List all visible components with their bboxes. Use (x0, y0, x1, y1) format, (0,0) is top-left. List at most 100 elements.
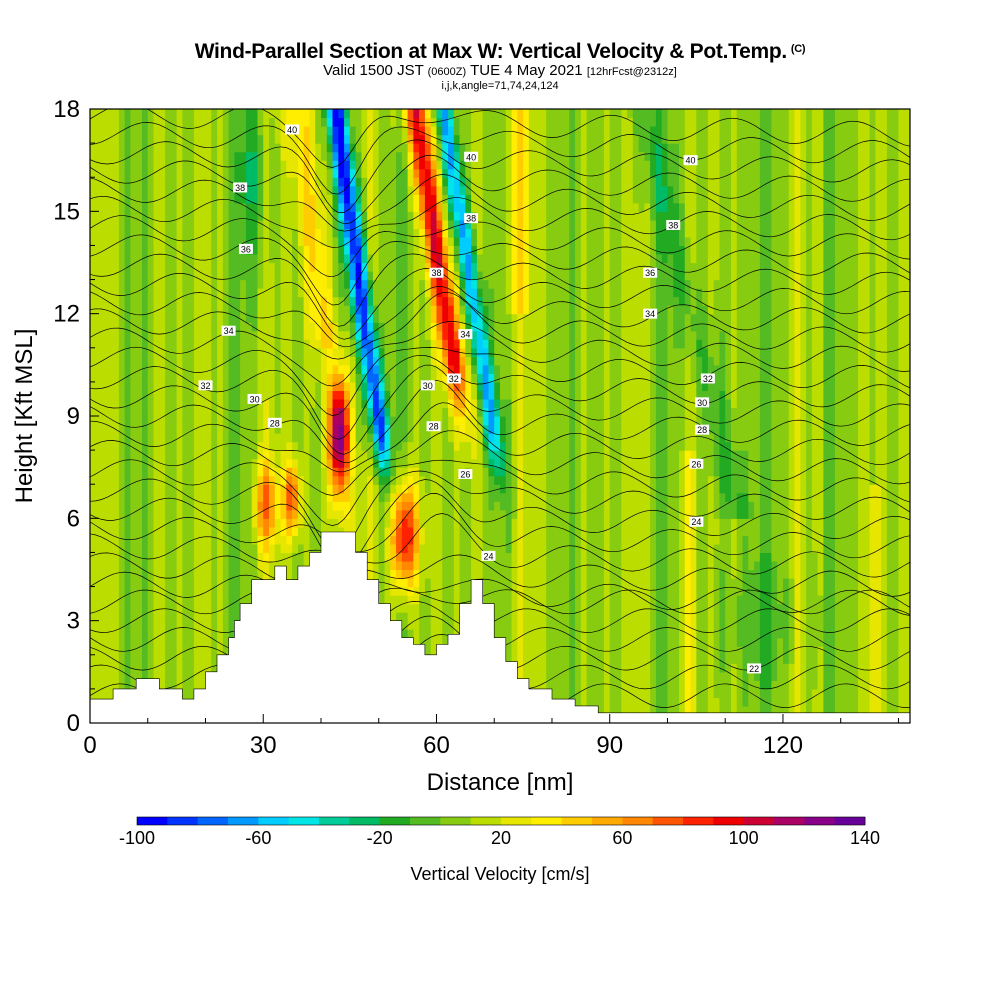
field-cell (448, 253, 455, 264)
field-cell (245, 202, 253, 212)
field-cell (448, 390, 455, 400)
field-cell (107, 117, 114, 127)
field-cell (147, 518, 155, 528)
field-cell (349, 288, 357, 298)
field-cell (303, 305, 311, 315)
field-cell (297, 398, 305, 409)
field-cell (303, 253, 311, 264)
field-cell (141, 475, 149, 485)
field-cell (338, 228, 345, 238)
field-cell (211, 288, 218, 298)
field-cell (453, 526, 461, 536)
field-cell (217, 441, 224, 451)
field-cell (378, 211, 386, 221)
field-cell (95, 373, 103, 383)
field-cell (234, 578, 241, 588)
field-cell (315, 160, 322, 170)
field-cell (95, 433, 103, 443)
field-cell (217, 339, 224, 349)
field-cell (453, 390, 461, 400)
field-cell (147, 646, 155, 656)
field-cell (338, 458, 345, 468)
field-cell (90, 330, 97, 340)
field-cell (153, 228, 160, 238)
field-cell (90, 467, 97, 477)
field-cell (234, 262, 241, 272)
field-cell (188, 424, 195, 434)
field-cell (286, 185, 293, 195)
field-cell (222, 211, 230, 221)
field-cell (390, 211, 397, 221)
field-cell (217, 245, 224, 255)
field-cell (476, 330, 484, 340)
field-cell (113, 313, 120, 323)
field-cell (176, 271, 183, 281)
field-cell (482, 168, 490, 178)
field-cell (419, 126, 426, 136)
field-cell (384, 211, 391, 221)
field-cell (130, 117, 137, 127)
field-cell (118, 535, 126, 545)
field-cell (396, 322, 403, 332)
field-cell (159, 475, 166, 485)
field-cell (384, 586, 391, 596)
field-cell (124, 271, 132, 281)
field-cell (482, 586, 490, 596)
field-cell (159, 467, 166, 477)
field-cell (188, 151, 195, 161)
field-cell (130, 390, 137, 400)
field-cell (251, 381, 259, 392)
field-cell (165, 501, 172, 511)
field-cell (153, 595, 160, 605)
field-cell (326, 398, 334, 409)
field-cell (361, 202, 368, 212)
field-cell (269, 211, 276, 221)
field-cell (442, 228, 449, 238)
field-cell (413, 330, 420, 340)
field-cell (205, 185, 212, 195)
field-cell (436, 322, 443, 332)
field-cell (344, 424, 351, 434)
field-cell (205, 151, 212, 161)
field-cell (153, 373, 160, 383)
field-cell (245, 117, 253, 127)
field-cell (101, 620, 108, 630)
field-cell (222, 458, 230, 468)
field-cell (407, 416, 414, 426)
field-cell (182, 654, 189, 664)
field-cell (430, 518, 438, 528)
field-cell (320, 330, 328, 340)
field-cell (141, 603, 149, 613)
field-cell (159, 322, 166, 332)
field-cell (222, 356, 230, 366)
field-cell (263, 134, 270, 144)
field-cell (309, 509, 316, 519)
field-cell (292, 160, 299, 170)
field-cell (159, 450, 166, 460)
field-cell (407, 552, 414, 562)
field-cell (240, 262, 247, 272)
field-cell (384, 475, 391, 485)
field-cell (413, 296, 420, 306)
field-cell (147, 322, 155, 332)
field-cell (419, 612, 426, 622)
field-cell (297, 424, 305, 434)
field-cell (217, 143, 224, 153)
field-cell (182, 262, 189, 272)
field-cell (413, 475, 420, 485)
field-cell (147, 595, 155, 605)
field-cell (292, 450, 299, 460)
field-cell (482, 364, 490, 374)
field-cell (124, 407, 132, 417)
field-cell (292, 458, 299, 468)
field-cell (251, 126, 259, 136)
field-cell (320, 390, 328, 400)
field-cell (442, 151, 449, 161)
field-cell (222, 586, 230, 596)
field-cell (407, 117, 414, 127)
field-cell (424, 330, 432, 340)
field-cell (188, 526, 195, 536)
field-cell (141, 236, 149, 247)
field-cell (292, 245, 299, 255)
field-cell (378, 236, 386, 247)
